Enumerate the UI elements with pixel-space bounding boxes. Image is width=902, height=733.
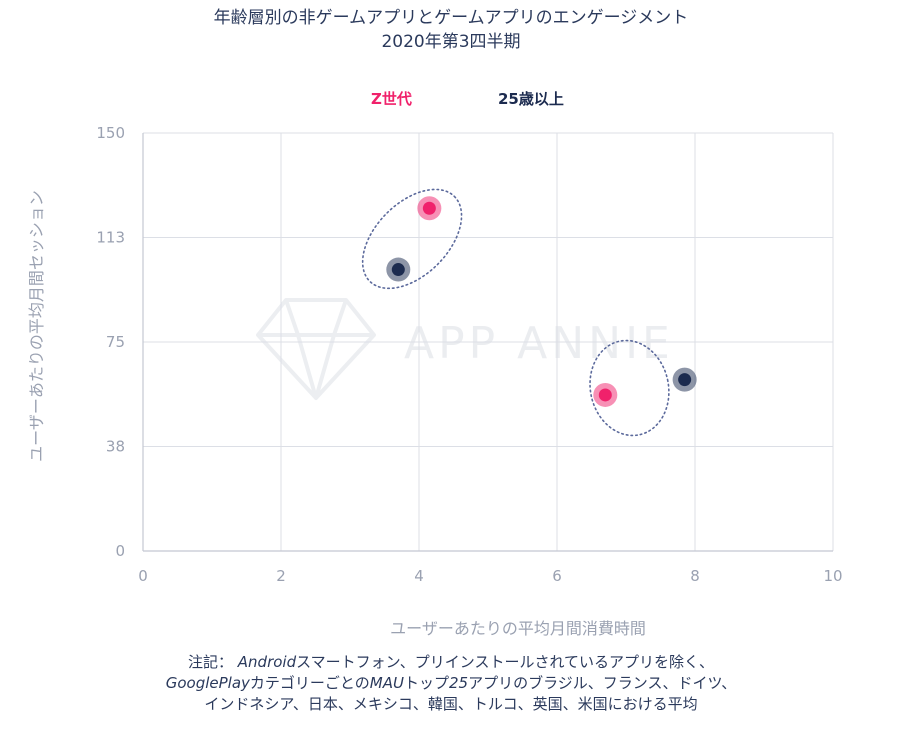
y-tick-label: 0	[115, 542, 125, 560]
footnote-line1-rest: スマートフォン、プリインストールされているアプリを除く、	[296, 653, 715, 671]
chart-title-line1: 年齢層別の非ゲームアプリとゲームアプリのエンゲージメント	[213, 8, 689, 28]
y-axis-label: ユーザーあたりの平均月間セッション	[27, 190, 46, 462]
y-tick-label: 38	[106, 438, 125, 456]
chart-title-line2: 2020年第3四半期	[381, 32, 521, 52]
point-25-plus	[391, 263, 405, 277]
point-gen-z	[422, 201, 436, 215]
x-axis-label: ユーザーあたりの平均月間消費時間	[390, 619, 646, 638]
point-25-plus	[678, 373, 692, 387]
footnote-googleplay: GooglePlay	[165, 674, 250, 692]
x-tick-label: 8	[690, 567, 700, 585]
group-ellipse	[589, 339, 670, 437]
x-tick-label: 0	[138, 567, 148, 585]
footnote-mau: MAU	[369, 674, 404, 692]
group-ellipse	[361, 188, 463, 290]
footnote-android: Android	[237, 653, 297, 671]
point-gen-z	[598, 388, 612, 402]
footnote: 注記： Androidスマートフォン、プリインストールされているアプリを除く、 …	[0, 652, 902, 715]
footnote-prefix: 注記：	[187, 653, 233, 671]
watermark: APP ANNIE	[256, 298, 674, 400]
legend-25-plus: 25歳以上	[498, 90, 564, 108]
footnote-25: 25	[448, 674, 469, 692]
legend-gen-z: Z世代	[371, 90, 412, 108]
y-tick-label: 75	[106, 333, 125, 351]
footnote-line2-rest: アプリのブラジル、フランス、ドイツ、	[468, 674, 737, 692]
footnote-line2-mid: カテゴリーごとの	[249, 674, 370, 692]
x-tick-label: 4	[414, 567, 424, 585]
scatter-chart: APP ANNIE 0 2 4 6 8 10 0 38 75 113 150 ユーザーあたりの平均月間消…	[27, 124, 843, 638]
chart-title: 年齢層別の非ゲームアプリとゲームアプリのエンゲージメント 2020年第3四半期	[0, 6, 902, 54]
footnote-line1: 注記： Androidスマートフォン、プリインストールされているアプリを除く、	[0, 652, 902, 673]
x-tick-label: 6	[552, 567, 562, 585]
footnote-line3: インドネシア、日本、メキシコ、韓国、トルコ、英国、米国における平均	[204, 695, 698, 713]
footnote-line2: GooglePlayカテゴリーごとのMAUトップ25アプリのブラジル、フランス、…	[0, 673, 902, 694]
x-tick-label: 10	[823, 567, 842, 585]
footnote-line2-mid2: トップ	[403, 674, 449, 692]
x-tick-label: 2	[276, 567, 286, 585]
y-tick-label: 150	[96, 124, 125, 142]
watermark-text: APP ANNIE	[404, 318, 674, 369]
y-tick-label: 113	[96, 229, 125, 247]
watermark-diamond-icon	[256, 298, 376, 400]
